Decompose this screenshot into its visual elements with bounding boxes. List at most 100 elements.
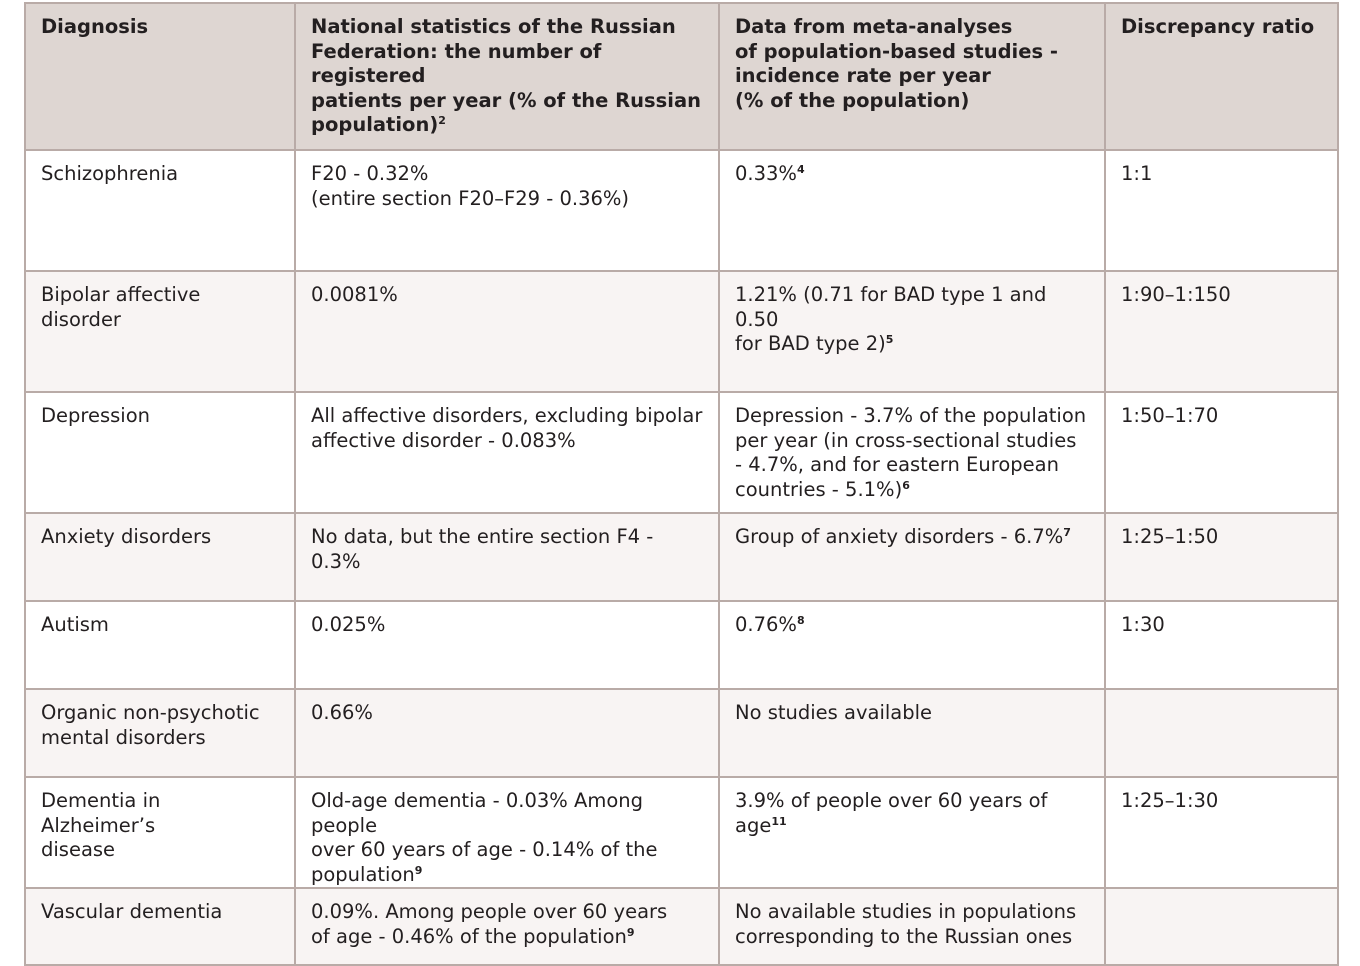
meta-cell: 0.76%8 [718,600,1106,690]
cell-text-line: 1:25–1:30 [1121,789,1219,812]
cell-text-line: 1:90–1:150 [1121,283,1231,306]
table-row: Organic non-psychotic mental disorders 0.… [24,688,1339,778]
cell-text-line: of age - 0.46% of the population9 [311,925,704,950]
cell-text-line: Group of anxiety disorders - 6.7%7 [735,525,1090,550]
cell-text-line: (% of the population) [735,88,970,112]
national-cell: No data, but the entire section F4 - 0.3… [294,512,720,602]
cell-text-line: affective disorder - 0.083% [311,428,576,452]
footnote-reference: 9 [414,863,423,877]
cell-text: population) [311,113,439,136]
cell-text-line: population9 [311,863,704,888]
cell-text-line: National statistics of the Russian [311,15,676,38]
header-meta-analyses: Data from meta-analyses of population-bas… [718,2,1106,151]
cell-text-line: of population-based studies - [735,39,1058,63]
cell-text-line: No data, but the entire section F4 - 0.3… [311,525,654,573]
cell-text-line: Discrepancy ratio [1121,15,1315,38]
cell-text: 0.33% [735,162,797,185]
diagnosis-cell: Bipolar affective disorder [24,270,296,393]
cell-text-line: 1.21% (0.71 for BAD type 1 and 0.50 [735,283,1047,331]
ratio-cell: 1:1 [1104,149,1339,272]
national-cell: 0.09%. Among people over 60 years of age … [294,887,720,966]
table-row: Autism 0.025% 0.76%8 1:30 [24,600,1339,690]
cell-text-line: Bipolar affective disorder [41,283,201,331]
cell-text-line: No available studies in populations [735,900,1077,923]
meta-cell: 0.33%4 [718,149,1106,272]
cell-text-line: Depression - 3.7% of the population [735,404,1087,427]
cell-text-line: 0.76%8 [735,613,1090,638]
national-cell: F20 - 0.32% (entire section F20–F29 - 0.3… [294,149,720,272]
meta-cell: 1.21% (0.71 for BAD type 1 and 0.50 for B… [718,270,1106,393]
national-cell: 0.66% [294,688,720,778]
cell-text-line: Autism [41,613,109,636]
meta-cell: No available studies in populations corre… [718,887,1106,966]
ratio-cell: 1:50–1:70 [1104,391,1339,514]
cell-text-line: corresponding to the Russian ones [735,924,1073,948]
ratio-cell [1104,688,1339,778]
national-cell: Old-age dementia - 0.03% Among people ove… [294,776,720,889]
ratio-cell [1104,887,1339,966]
footnote-reference: 4 [796,163,805,176]
footnote-reference: 8 [796,614,805,627]
footnote-reference: 5 [885,333,894,346]
cell-text-line: for BAD type 2)5 [735,332,1090,357]
cell-text: of age - 0.46% of the population [311,924,627,948]
cell-text-line: Diagnosis [41,15,149,38]
cell-text-line: Federation: the number of registered [311,39,602,88]
cell-text-line: (entire section F20–F29 - 0.36%) [311,186,630,210]
footnote-reference: 9 [626,925,635,939]
cell-text-line: 0.0081% [311,283,398,306]
cell-text-line: disease [41,838,116,861]
cell-text-line: Schizophrenia [41,162,179,185]
cell-text-line: mental disorders [41,725,206,749]
meta-cell: 3.9% of people over 60 years of age11 [718,776,1106,889]
diagnosis-cell: Depression [24,391,296,514]
diagnosis-cell: Schizophrenia [24,149,296,272]
cell-text-line: No studies available [735,701,933,724]
table-row: Vascular dementia 0.09%. Among people ov… [24,887,1339,966]
footnote-reference: 11 [771,814,787,828]
meta-cell: No studies available [718,688,1106,778]
ratio-cell: 1:25–1:50 [1104,512,1339,602]
national-cell: 0.025% [294,600,720,690]
table-row: Dementia in Alzheimer’s disease Old-age d… [24,776,1339,889]
cell-text-line: patients per year (% of the Russian [311,88,701,112]
cell-text-line: Organic non-psychotic [41,701,260,724]
cell-text: for BAD type 2) [735,332,886,355]
cell-text-line: 1:25–1:50 [1121,525,1219,548]
table-row: Schizophrenia F20 - 0.32% (entire section… [24,149,1339,272]
cell-text-line: 1:1 [1121,162,1153,185]
cell-text-line: countries - 5.1%)6 [735,478,1090,503]
cell-text-line: Depression [41,404,151,427]
table-row: Depression All affective disorders, excl… [24,391,1339,514]
meta-cell: Depression - 3.7% of the population per y… [718,391,1106,514]
header-row: Diagnosis National statistics of the Rus… [24,2,1339,151]
cell-text: countries - 5.1%) [735,477,903,501]
footnote-reference: 7 [1063,526,1071,539]
table-row: Anxiety disorders No data, but the entir… [24,512,1339,602]
ratio-cell: 1:25–1:30 [1104,776,1339,889]
cell-text-line: 3.9% of people over 60 years of age11 [735,789,1090,838]
diagnosis-cell: Vascular dementia [24,887,296,966]
cell-text-line: incidence rate per year [735,64,991,87]
comparison-table: Diagnosis National statistics of the Rus… [24,2,1339,966]
cell-text-line: 1:30 [1121,613,1165,636]
cell-text-line: 0.025% [311,613,386,636]
cell-text-line: All affective disorders, excluding bipol… [311,404,703,427]
cell-text-line: 0.66% [311,701,373,724]
national-cell: 0.0081% [294,270,720,393]
cell-text: 0.76% [735,613,797,636]
cell-text-line: population)2 [311,113,704,138]
ratio-cell: 1:90–1:150 [1104,270,1339,393]
ratio-cell: 1:30 [1104,600,1339,690]
diagnosis-cell: Organic non-psychotic mental disorders [24,688,296,778]
cell-text-line: Old-age dementia - 0.03% Among people [311,789,644,837]
table-row: Bipolar affective disorder 0.0081% 1.21%… [24,270,1339,393]
cell-text-line: 0.09%. Among people over 60 years [311,900,668,923]
cell-text-line: Vascular dementia [41,900,223,923]
cell-text-line: Dementia in Alzheimer’s [41,789,161,837]
cell-text-line: F20 - 0.32% [311,162,429,185]
cell-text-line: - 4.7%, and for eastern European [735,453,1059,476]
cell-text-line: Anxiety disorders [41,525,212,548]
cell-text: Group of anxiety disorders - 6.7% [735,525,1064,548]
cell-text-line: 0.33%4 [735,162,1090,187]
